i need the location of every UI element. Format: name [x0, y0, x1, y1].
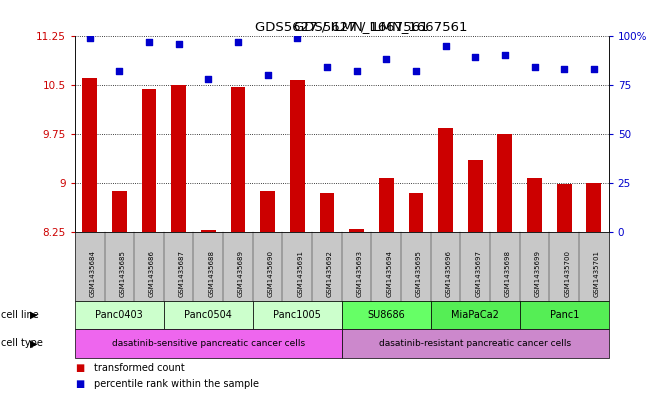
- Text: dasatinib-resistant pancreatic cancer cells: dasatinib-resistant pancreatic cancer ce…: [379, 339, 572, 348]
- Text: Panc0504: Panc0504: [184, 310, 232, 320]
- Point: [589, 66, 599, 72]
- Bar: [260, 191, 275, 232]
- Point: [411, 68, 421, 74]
- Text: ▶: ▶: [30, 338, 38, 349]
- Point: [114, 68, 124, 74]
- Text: GDS5627 / ILMN_1667561: GDS5627 / ILMN_1667561: [294, 20, 467, 33]
- Point: [144, 39, 154, 45]
- Bar: [349, 229, 364, 232]
- Bar: [142, 90, 156, 232]
- Bar: [497, 134, 512, 232]
- Bar: [409, 193, 423, 232]
- Text: cell line: cell line: [1, 310, 38, 320]
- Bar: [438, 128, 453, 232]
- Bar: [587, 183, 602, 232]
- Text: GSM1435698: GSM1435698: [505, 250, 511, 297]
- Text: ■: ■: [75, 363, 84, 373]
- Text: GSM1435701: GSM1435701: [594, 250, 600, 297]
- Text: GSM1435699: GSM1435699: [534, 250, 540, 297]
- Text: percentile rank within the sample: percentile rank within the sample: [94, 379, 259, 389]
- Text: GSM1435688: GSM1435688: [208, 250, 214, 297]
- Text: cell type: cell type: [1, 338, 42, 349]
- Text: GSM1435697: GSM1435697: [475, 250, 481, 297]
- Bar: [112, 191, 127, 232]
- Text: GSM1435690: GSM1435690: [268, 250, 273, 297]
- Bar: [557, 184, 572, 232]
- Text: GSM1435689: GSM1435689: [238, 250, 244, 297]
- Text: ■: ■: [75, 379, 84, 389]
- Point: [529, 64, 540, 70]
- Point: [292, 35, 303, 41]
- Text: GSM1435695: GSM1435695: [416, 250, 422, 297]
- Point: [381, 56, 391, 62]
- Point: [233, 39, 243, 45]
- Text: Panc1005: Panc1005: [273, 310, 321, 320]
- Bar: [468, 160, 482, 232]
- Text: GSM1435685: GSM1435685: [119, 250, 126, 297]
- Point: [262, 72, 273, 78]
- Point: [85, 35, 95, 41]
- Text: GSM1435686: GSM1435686: [149, 250, 155, 297]
- Bar: [201, 230, 215, 232]
- Text: GSM1435693: GSM1435693: [357, 250, 363, 297]
- Title: GDS5627 / ILMN_1667561: GDS5627 / ILMN_1667561: [255, 20, 428, 33]
- Text: dasatinib-sensitive pancreatic cancer cells: dasatinib-sensitive pancreatic cancer ce…: [112, 339, 305, 348]
- Bar: [171, 85, 186, 232]
- Text: Panc1: Panc1: [549, 310, 579, 320]
- Point: [440, 42, 450, 49]
- Text: GSM1435684: GSM1435684: [90, 250, 96, 297]
- Text: Panc0403: Panc0403: [96, 310, 143, 320]
- Text: GSM1435687: GSM1435687: [178, 250, 185, 297]
- Point: [559, 66, 570, 72]
- Bar: [379, 178, 394, 232]
- Point: [470, 54, 480, 61]
- Text: transformed count: transformed count: [94, 363, 185, 373]
- Text: GSM1435696: GSM1435696: [445, 250, 452, 297]
- Text: SU8686: SU8686: [367, 310, 405, 320]
- Text: ▶: ▶: [30, 310, 38, 320]
- Bar: [527, 178, 542, 232]
- Text: GSM1435700: GSM1435700: [564, 250, 570, 297]
- Point: [322, 64, 332, 70]
- Text: GSM1435691: GSM1435691: [298, 250, 303, 297]
- Bar: [320, 193, 335, 232]
- Point: [173, 40, 184, 47]
- Point: [500, 52, 510, 59]
- Bar: [230, 87, 245, 232]
- Point: [352, 68, 362, 74]
- Bar: [290, 80, 305, 232]
- Bar: [82, 78, 97, 232]
- Point: [203, 76, 214, 82]
- Text: MiaPaCa2: MiaPaCa2: [451, 310, 499, 320]
- Text: GSM1435694: GSM1435694: [386, 250, 393, 297]
- Text: GSM1435692: GSM1435692: [327, 250, 333, 297]
